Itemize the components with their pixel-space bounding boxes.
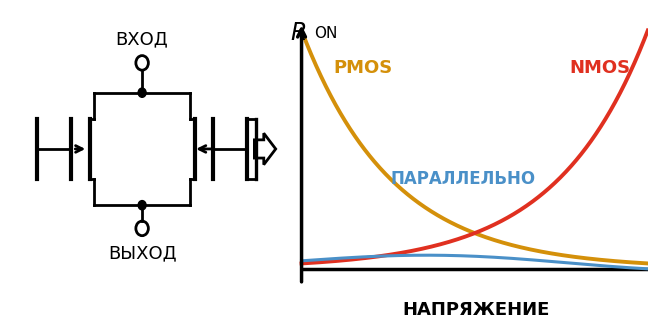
FancyArrow shape: [254, 133, 276, 165]
Circle shape: [138, 201, 146, 210]
Circle shape: [138, 88, 146, 97]
Text: R: R: [291, 21, 307, 45]
Text: PMOS: PMOS: [334, 59, 393, 77]
Text: ПАРАЛЛЕЛЬНО: ПАРАЛЛЕЛЬНО: [391, 170, 536, 188]
Text: НАПРЯЖЕНИЕ: НАПРЯЖЕНИЕ: [403, 301, 550, 318]
Text: ВХОД: ВХОД: [116, 31, 169, 49]
Text: ON: ON: [314, 26, 337, 41]
Text: ВЫХОД: ВЫХОД: [108, 244, 176, 262]
Text: NMOS: NMOS: [569, 59, 631, 77]
